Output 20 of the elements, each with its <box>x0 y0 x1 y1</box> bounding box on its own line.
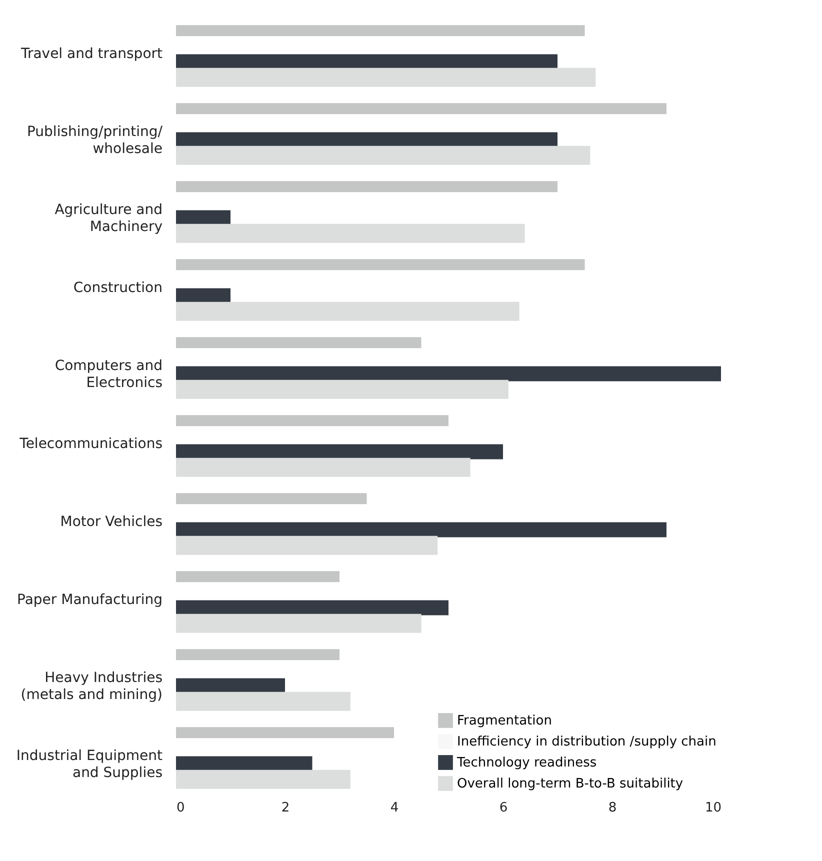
y-tick-label: Industrial Equipment and Supplies <box>16 748 164 781</box>
y-tick-label: Heavy Industries (metals and mining) <box>20 670 162 703</box>
x-tick-label: 4 <box>390 800 399 816</box>
y-tick-label: Paper Manufacturing <box>17 592 162 608</box>
legend-label: Fragmentation <box>457 714 552 728</box>
x-tick-label: 0 <box>176 800 185 816</box>
legend-label: Technology readiness <box>456 756 597 770</box>
x-tick-label: 2 <box>281 800 290 816</box>
y-tick-label: Computers and Electronics <box>54 358 162 391</box>
y-tick-label: Publishing/printing/ wholesale <box>26 124 163 157</box>
y-tick-label: Travel and transport <box>20 46 164 62</box>
y-tick-label: Agriculture and Machinery <box>54 202 162 235</box>
x-tick-label: 6 <box>499 800 508 816</box>
legend-label: Overall long-term B-to-B suitability <box>457 776 684 792</box>
y-tick-label: Telecommunications <box>18 436 162 452</box>
x-tick-label: 8 <box>608 800 617 816</box>
y-tick-label: Motor Vehicles <box>60 514 162 530</box>
legend-label: Inefficiency in distribution /supply chain <box>457 734 716 750</box>
x-tick-label: 10 <box>704 800 722 816</box>
y-tick-label: Construction <box>73 280 162 296</box>
